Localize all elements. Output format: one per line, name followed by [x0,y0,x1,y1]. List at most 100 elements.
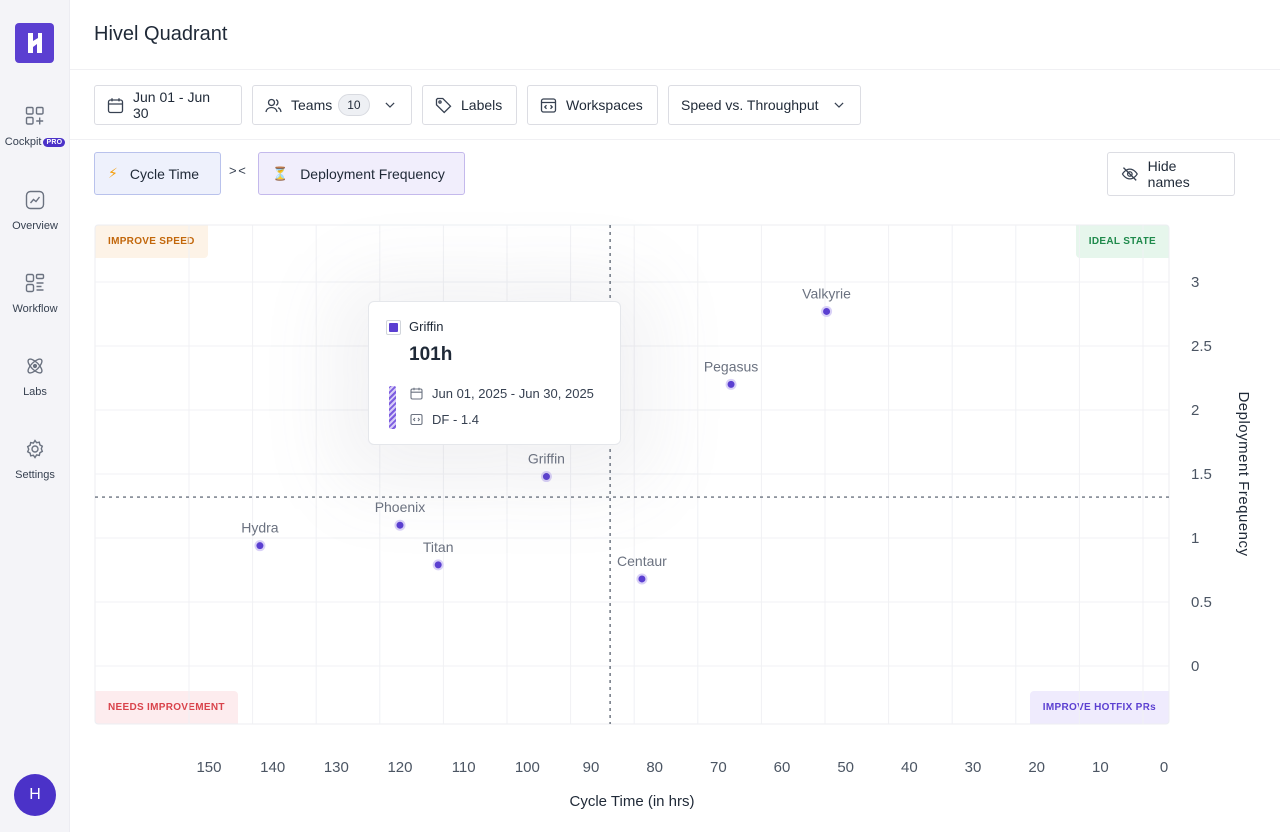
y-tick-label: 1 [1191,530,1199,547]
x-metric-label: Cycle Time [129,165,200,182]
x-metric-chip[interactable]: ⚡ Cycle Time [94,152,221,195]
calendar-icon [107,97,124,113]
y-tick-label: 0 [1191,658,1199,675]
labels-label: Labels [461,97,503,113]
data-point-label: Phoenix [375,499,426,515]
y-tick-label: 1.5 [1191,466,1212,483]
plot-area [94,224,1170,725]
teams-label: Teams [291,97,333,113]
workspaces-filter-button[interactable]: Workspaces [527,85,658,125]
workspaces-label: Workspaces [566,97,643,113]
data-point[interactable] [434,561,442,569]
x-tick-label: 0 [1160,759,1168,776]
y-tick-label: 3 [1191,274,1199,291]
x-tick-label: 130 [324,759,349,776]
sidebar-item-settings[interactable]: Settings [0,438,70,481]
quadrant-label-needs-improvement: NEEDS IMPROVEMENT [95,691,238,724]
x-tick-label: 120 [387,759,412,776]
eye-off-icon [1121,167,1138,181]
swap-axes-button[interactable]: > < [229,163,246,178]
atom-icon [27,358,43,374]
workflow-icon [25,273,45,293]
quadrant-label-ideal-state: IDEAL STATE [1075,225,1169,258]
sidebar-item-overview[interactable]: Overview [0,189,70,232]
view-select[interactable]: Speed vs. Throughput [668,85,861,125]
hivel-logo[interactable] [15,23,54,63]
hide-names-label: Hide names [1147,158,1190,190]
x-axis-title: Cycle Time (in hrs) [569,793,694,810]
data-point-label: Valkyrie [802,285,851,301]
x-tick-label: 100 [515,759,540,776]
quadrant-label-improve-speed: IMPROVE SPEED [95,225,208,258]
view-select-value: Speed vs. Throughput [681,97,819,113]
x-tick-label: 150 [196,759,221,776]
labels-filter-button[interactable]: Labels [422,85,517,125]
hide-names-button[interactable]: Hide names [1107,152,1235,196]
teams-filter-button[interactable]: Teams 10 [252,85,412,125]
tooltip-period-row: Jun 01, 2025 - Jun 30, 2025 [410,386,594,401]
x-tick-label: 80 [646,759,663,776]
code-icon [410,413,423,426]
sidebar-item-labs[interactable]: Labs [0,355,70,398]
tag-icon [435,97,452,113]
sidebar-item-label: Workflow [12,303,58,315]
filter-toolbar: Jun 01 - Jun 30 Teams 10 Labels Workspac… [70,70,1280,140]
x-tick-label: 30 [965,759,982,776]
page-header: Hivel Quadrant [70,0,1280,70]
data-point[interactable] [638,575,646,583]
hivel-logo-icon [27,33,42,53]
data-point[interactable] [823,307,831,315]
gear-icon [26,439,44,459]
y-metric-label: Deployment Frequency [300,165,445,182]
pro-badge: PRO [43,137,66,147]
lightning-icon: ⚡ [108,165,118,181]
tooltip-stripe [389,386,396,429]
users-icon [265,98,282,112]
trend-chart-icon [25,190,45,210]
tooltip-period: Jun 01, 2025 - Jun 30, 2025 [432,386,594,401]
data-point-label: Centaur [617,553,667,569]
chevron-down-icon [385,102,395,108]
x-tick-label: 40 [901,759,918,776]
page-title: Hivel Quadrant [94,23,228,45]
data-point[interactable] [256,542,264,550]
data-point-label: Titan [423,539,454,555]
avatar[interactable]: H [14,774,56,816]
quadrant-label-improve-hotfix: IMPROVE HOTFIX PRs [1029,691,1169,724]
x-tick-label: 70 [710,759,727,776]
data-point-label: Pegasus [704,358,758,374]
data-point[interactable] [542,473,550,481]
y-metric-chip[interactable]: ⏳ Deployment Frequency [258,152,465,195]
code-window-icon [540,97,557,113]
sidebar: Cockpit PRO Overview Workflow Labs Setti… [0,0,70,832]
sidebar-item-label: Labs [23,386,47,398]
tooltip-df-row: DF - 1.4 [410,412,479,427]
tooltip-value: 101h [409,344,453,365]
sidebar-item-workflow[interactable]: Workflow [0,272,70,315]
sidebar-item-cockpit[interactable]: Cockpit PRO [0,105,70,148]
date-range-button[interactable]: Jun 01 - Jun 30 [94,85,242,125]
sidebar-item-label: Overview [12,220,58,232]
x-tick-label: 20 [1028,759,1045,776]
x-tick-label: 140 [260,759,285,776]
data-point[interactable] [727,380,735,388]
calendar-icon [410,387,423,400]
x-tick-label: 10 [1092,759,1109,776]
teams-count-badge: 10 [338,94,370,116]
tooltip-team-name: Griffin [409,319,444,334]
x-tick-label: 110 [452,759,476,776]
team-color-swatch [386,320,401,335]
tooltip-df: DF - 1.4 [432,412,479,427]
date-range-label: Jun 01 - Jun 30 [133,89,211,121]
y-axis-title: Deployment Frequency [1235,391,1252,556]
x-tick-label: 90 [583,759,600,776]
data-point-label: Hydra [241,520,279,536]
sidebar-item-label: Settings [15,469,55,481]
x-tick-label: 50 [837,759,854,776]
grid-plus-icon [25,106,44,125]
sidebar-item-label: Cockpit [4,136,42,148]
data-point[interactable] [396,521,404,529]
y-tick-label: 0.5 [1191,594,1212,611]
data-point-label: Griffin [528,451,565,467]
chevron-down-icon [833,102,844,108]
